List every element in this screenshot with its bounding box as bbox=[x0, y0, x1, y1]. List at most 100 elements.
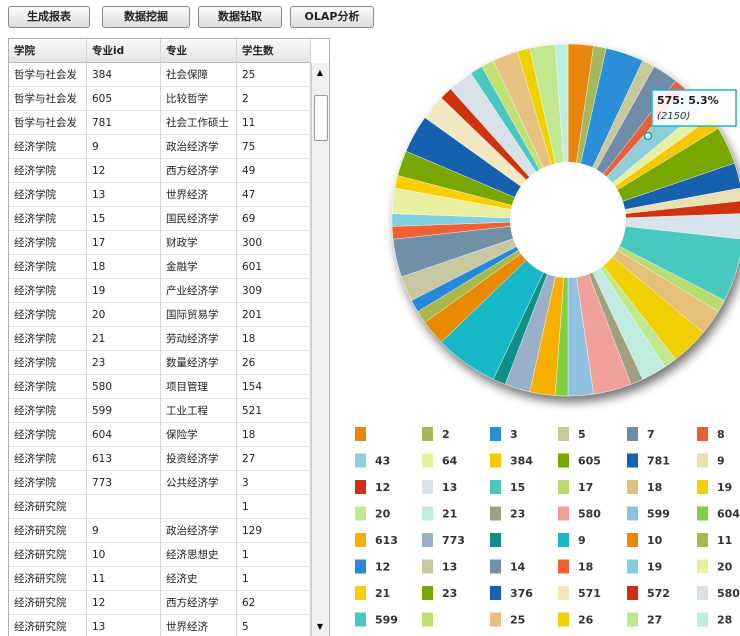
legend-swatch bbox=[627, 586, 638, 600]
slice bbox=[567, 219, 643, 385]
table-cell: 154 bbox=[237, 375, 311, 399]
table-cell: 经济学院 bbox=[9, 471, 87, 495]
slice bbox=[567, 219, 725, 312]
legend-label: 9 bbox=[717, 455, 725, 468]
legend-label: 10 bbox=[647, 534, 663, 547]
legend-swatch bbox=[558, 480, 569, 494]
legend-label: 572 bbox=[647, 587, 670, 600]
legend-swatch bbox=[627, 453, 638, 468]
table-cell: 哲学与社会发 bbox=[9, 63, 87, 87]
legend-swatch bbox=[627, 612, 638, 627]
table-cell: 社会保障 bbox=[161, 63, 237, 87]
legend-label: 773 bbox=[442, 534, 465, 547]
legend-label: 14 bbox=[510, 561, 526, 574]
scroll-thumb[interactable] bbox=[314, 95, 328, 141]
table-cell: 经济学院 bbox=[9, 423, 87, 447]
legend-label: 17 bbox=[578, 481, 593, 494]
legend-label: 599 bbox=[375, 614, 398, 627]
slice bbox=[401, 219, 569, 301]
scrollbar[interactable]: ▲ ▼ bbox=[311, 63, 329, 636]
table-cell: 521 bbox=[237, 399, 311, 423]
table-cell: 15 bbox=[87, 207, 161, 231]
legend-swatch bbox=[558, 533, 569, 547]
legend-swatch bbox=[627, 480, 638, 494]
slice bbox=[493, 51, 569, 221]
slice bbox=[567, 219, 704, 360]
slice bbox=[517, 47, 569, 221]
slice bbox=[567, 213, 740, 240]
column-header[interactable]: 专业id bbox=[87, 39, 161, 63]
slice bbox=[567, 47, 643, 221]
legend-label: 3 bbox=[510, 428, 518, 441]
column-header[interactable]: 专业 bbox=[161, 39, 237, 63]
button[interactable]: 数据挖掘 bbox=[102, 6, 190, 28]
scroll-up[interactable]: ▲ bbox=[316, 68, 324, 77]
table-cell: 项目管理 bbox=[161, 375, 237, 399]
legend-label: 27 bbox=[647, 614, 662, 627]
table-cell: 经济研究院 bbox=[9, 567, 87, 591]
legend-label: 605 bbox=[578, 455, 601, 468]
legend-swatch bbox=[422, 586, 433, 600]
legend-label: 15 bbox=[510, 481, 525, 494]
table-cell: 政治经济学 bbox=[161, 519, 237, 543]
legend-swatch bbox=[697, 612, 708, 627]
legend-label: 781 bbox=[647, 455, 670, 468]
table-cell: 13 bbox=[87, 615, 161, 636]
legend-label: 5 bbox=[578, 428, 586, 441]
legend-label: 384 bbox=[510, 455, 533, 468]
legend-label: 376 bbox=[510, 587, 533, 600]
table-cell: 1 bbox=[237, 543, 311, 567]
slice bbox=[441, 88, 569, 221]
button[interactable]: OLAP分析 bbox=[290, 6, 374, 28]
scroll-down[interactable]: ▼ bbox=[316, 622, 324, 631]
legend-label: 13 bbox=[442, 481, 457, 494]
legend-label: 580 bbox=[578, 508, 601, 521]
legend-swatch bbox=[422, 506, 433, 521]
table-cell: 9 bbox=[87, 519, 161, 543]
legend-label: 28 bbox=[717, 614, 732, 627]
column-header[interactable]: 学院 bbox=[9, 39, 87, 63]
table-cell: 经济学院 bbox=[9, 279, 87, 303]
column-header[interactable]: 学生数 bbox=[237, 39, 311, 63]
table-cell: 社会工作硕士 bbox=[161, 111, 237, 135]
legend-swatch bbox=[422, 612, 433, 627]
table-cell: 9 bbox=[87, 135, 161, 159]
legend-label: 604 bbox=[717, 508, 740, 521]
slice bbox=[567, 219, 719, 333]
table-cell: 数量经济学 bbox=[161, 351, 237, 375]
table-cell: 世界经济 bbox=[161, 183, 237, 207]
table-cell: 1 bbox=[237, 495, 311, 519]
legend-label: 18 bbox=[578, 561, 593, 574]
slice bbox=[405, 117, 569, 221]
table-cell: 经济学院 bbox=[9, 255, 87, 279]
legend-label: 19 bbox=[647, 561, 662, 574]
slice bbox=[567, 45, 607, 221]
table-cell: 经济史 bbox=[161, 567, 237, 591]
legend-swatch bbox=[697, 480, 708, 494]
legend-swatch bbox=[558, 559, 569, 574]
slice bbox=[441, 219, 569, 380]
button[interactable]: 数据钻取 bbox=[198, 6, 282, 28]
legend-swatch bbox=[490, 612, 501, 627]
legend-label: 19 bbox=[717, 481, 732, 494]
legend-swatch bbox=[627, 533, 638, 547]
legend-swatch bbox=[355, 453, 366, 468]
slice bbox=[424, 219, 569, 343]
slice bbox=[554, 219, 569, 397]
legend-swatch bbox=[490, 453, 501, 468]
table-cell: 经济学院 bbox=[9, 303, 87, 327]
table-cell: 投资经济学 bbox=[161, 447, 237, 471]
legend-swatch bbox=[355, 506, 366, 521]
table-cell: 财政学 bbox=[161, 231, 237, 255]
slice bbox=[493, 219, 569, 385]
table-cell: 613 bbox=[87, 447, 161, 471]
button[interactable]: 生成报表 bbox=[8, 6, 90, 28]
table-cell: 5 bbox=[237, 615, 311, 636]
table-cell: 21 bbox=[87, 327, 161, 351]
table-cell: 1 bbox=[237, 567, 311, 591]
legend-swatch bbox=[627, 559, 638, 574]
table-cell: 公共经济学 bbox=[161, 471, 237, 495]
legend-swatch bbox=[627, 427, 638, 441]
legend-swatch bbox=[697, 559, 708, 574]
table-cell: 经济学院 bbox=[9, 375, 87, 399]
